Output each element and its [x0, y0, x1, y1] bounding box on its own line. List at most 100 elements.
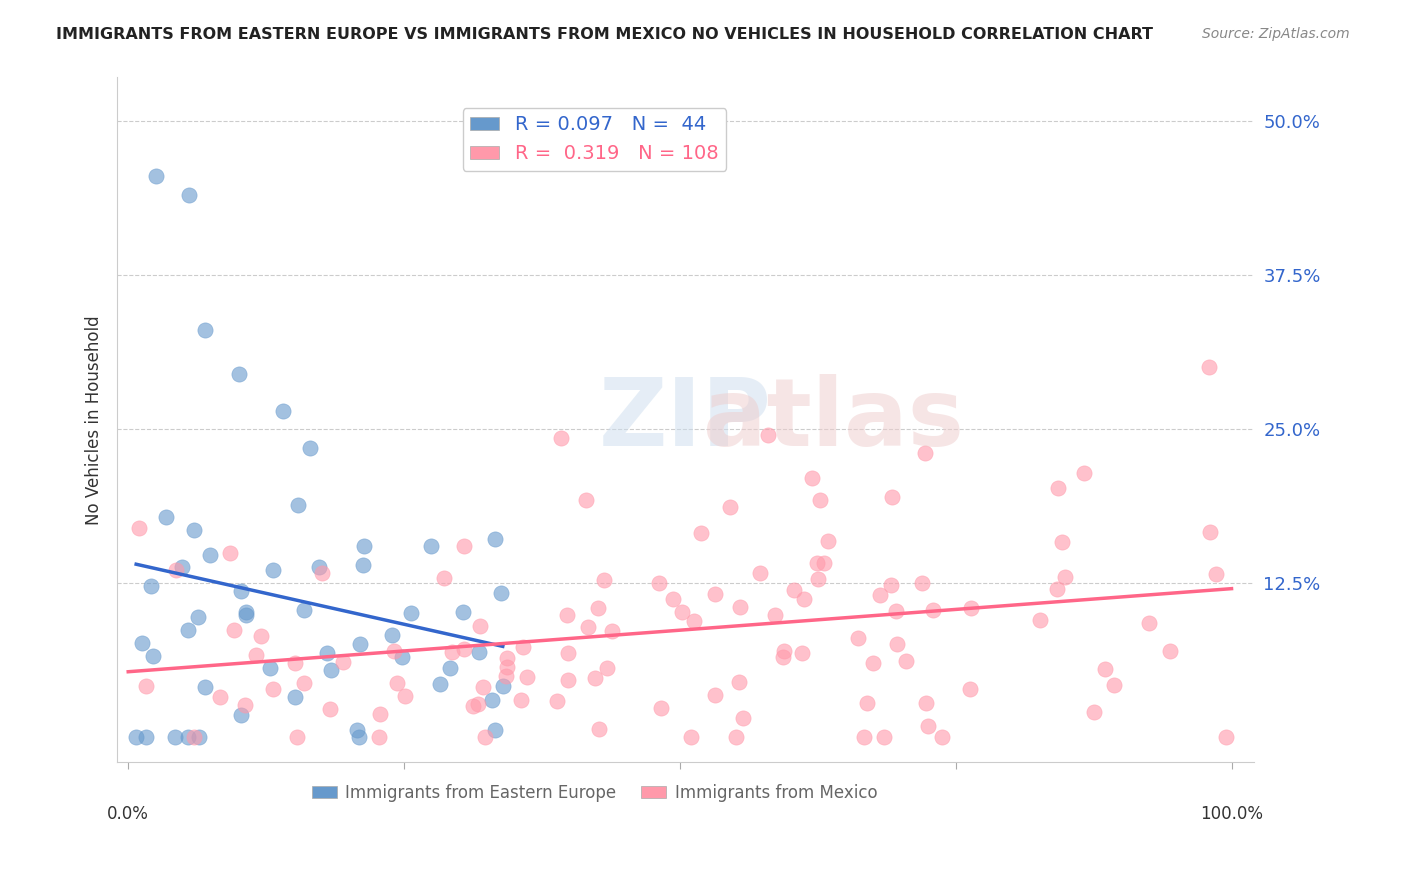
Point — [931, 731, 953, 745]
Point — [600, 624, 623, 638]
Point — [1199, 525, 1222, 540]
Point — [468, 619, 491, 633]
Text: atlas: atlas — [703, 374, 963, 466]
Point — [292, 676, 315, 690]
Point — [1215, 731, 1237, 745]
Point — [420, 539, 443, 553]
Point — [731, 711, 754, 725]
Point — [287, 498, 309, 512]
Point — [250, 629, 273, 643]
Point — [451, 606, 474, 620]
Point — [782, 582, 804, 597]
Point — [703, 689, 725, 703]
Point — [245, 648, 267, 663]
Point — [441, 645, 464, 659]
Point — [727, 674, 749, 689]
Point — [792, 647, 814, 661]
Point — [299, 441, 322, 455]
Point — [218, 546, 240, 560]
Point — [806, 556, 828, 570]
Point — [177, 623, 200, 637]
Point — [200, 548, 222, 562]
Point — [1137, 616, 1160, 631]
Point — [484, 723, 506, 737]
Point — [165, 563, 187, 577]
Legend: Immigrants from Eastern Europe, Immigrants from Mexico: Immigrants from Eastern Europe, Immigran… — [305, 777, 884, 809]
Text: 100.0%: 100.0% — [1201, 805, 1263, 823]
Point — [807, 573, 830, 587]
Point — [772, 650, 794, 665]
Point — [557, 608, 579, 623]
Point — [284, 690, 307, 705]
Point — [172, 560, 194, 574]
Point — [1046, 582, 1069, 596]
Point — [308, 560, 330, 574]
Point — [315, 646, 337, 660]
Point — [1159, 644, 1181, 658]
Point — [671, 605, 693, 619]
Point — [139, 579, 162, 593]
Point — [690, 525, 713, 540]
Point — [229, 708, 252, 723]
Point — [233, 698, 256, 712]
Point — [557, 646, 579, 660]
Point — [681, 731, 703, 745]
Point — [1029, 613, 1052, 627]
Text: 0.0%: 0.0% — [107, 805, 149, 823]
Point — [484, 532, 506, 546]
Point — [884, 604, 907, 618]
Point — [509, 693, 531, 707]
Point — [596, 661, 619, 675]
Point — [433, 571, 456, 585]
Point — [728, 600, 751, 615]
Point — [808, 492, 831, 507]
Point — [1198, 360, 1220, 375]
Point — [495, 651, 517, 665]
Point — [588, 722, 610, 736]
Point — [468, 644, 491, 658]
Point — [481, 693, 503, 707]
Point — [194, 680, 217, 694]
Point — [846, 632, 869, 646]
Point — [756, 428, 779, 442]
Point — [801, 471, 824, 485]
Point — [917, 719, 939, 733]
Point — [813, 556, 835, 570]
Point — [368, 707, 391, 722]
Point — [576, 620, 599, 634]
Point — [208, 690, 231, 705]
Point — [648, 575, 671, 590]
Text: ZIP: ZIP — [599, 374, 772, 466]
Point — [557, 673, 579, 687]
Point — [453, 642, 475, 657]
Point — [284, 657, 307, 671]
Point — [453, 540, 475, 554]
Point — [228, 367, 250, 381]
Point — [512, 640, 534, 654]
Point — [880, 578, 903, 592]
Point — [188, 731, 211, 745]
Point — [349, 731, 371, 745]
Point — [763, 608, 786, 623]
Point — [1054, 570, 1077, 584]
Point — [349, 638, 371, 652]
Point — [165, 731, 187, 745]
Point — [229, 583, 252, 598]
Point — [292, 603, 315, 617]
Point — [1073, 467, 1095, 481]
Point — [495, 669, 517, 683]
Point — [583, 672, 606, 686]
Point — [546, 694, 568, 708]
Point — [285, 731, 308, 745]
Point — [683, 614, 706, 628]
Point — [429, 677, 451, 691]
Point — [773, 643, 796, 657]
Point — [381, 628, 404, 642]
Point — [592, 573, 614, 587]
Point — [353, 539, 375, 553]
Y-axis label: No Vehicles in Household: No Vehicles in Household — [86, 315, 103, 524]
Point — [575, 493, 598, 508]
Point — [1046, 481, 1069, 495]
Point — [496, 659, 519, 673]
Point — [177, 187, 200, 202]
